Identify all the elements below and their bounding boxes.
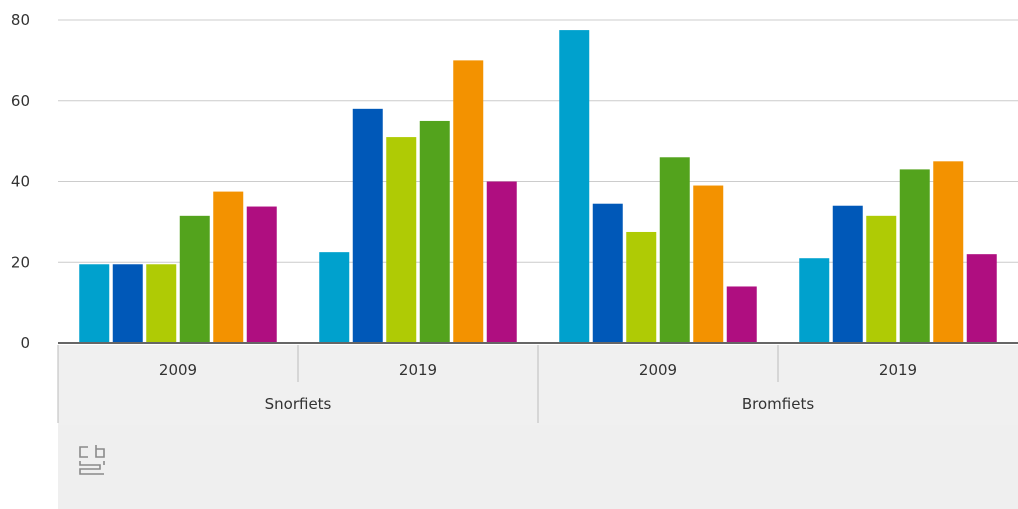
year-label: 2019 <box>399 361 437 379</box>
bar <box>319 252 350 343</box>
bar <box>592 203 623 343</box>
bar <box>246 206 277 343</box>
year-label: 2019 <box>879 361 917 379</box>
y-tick-label: 20 <box>11 253 30 271</box>
bar <box>626 231 657 343</box>
y-tick-label: 80 <box>11 11 30 29</box>
footer-panel <box>58 425 1018 509</box>
bar <box>79 264 110 343</box>
bar <box>213 191 244 343</box>
bar <box>486 181 517 343</box>
bar <box>933 161 964 343</box>
bar <box>112 264 143 343</box>
y-tick-label: 0 <box>20 334 30 352</box>
vehicle-group-label: Snorfiets <box>265 395 332 413</box>
bar <box>419 120 450 343</box>
bar <box>966 254 997 343</box>
bar <box>832 205 863 343</box>
bars <box>79 30 997 343</box>
bar <box>899 169 930 343</box>
vehicle-group-label: Bromfiets <box>742 395 814 413</box>
bar <box>453 60 484 343</box>
bar <box>386 137 417 343</box>
bar <box>693 185 724 343</box>
bar <box>726 286 757 343</box>
y-tick-label: 60 <box>11 92 30 110</box>
year-label: 2009 <box>159 361 197 379</box>
year-label: 2009 <box>639 361 677 379</box>
bar <box>559 30 590 343</box>
bar <box>799 258 830 343</box>
bar <box>146 264 177 343</box>
bar <box>179 215 210 343</box>
bar <box>659 157 690 343</box>
cbs-logo-icon <box>79 445 105 475</box>
category-labels: 2009 2019 Snorfiets 2009 2019 Bromfiets <box>57 345 917 423</box>
y-tick-label: 40 <box>11 173 30 191</box>
y-axis-ticks: 0 20 40 60 80 <box>11 11 30 352</box>
bar <box>352 108 383 343</box>
bar <box>866 215 897 343</box>
